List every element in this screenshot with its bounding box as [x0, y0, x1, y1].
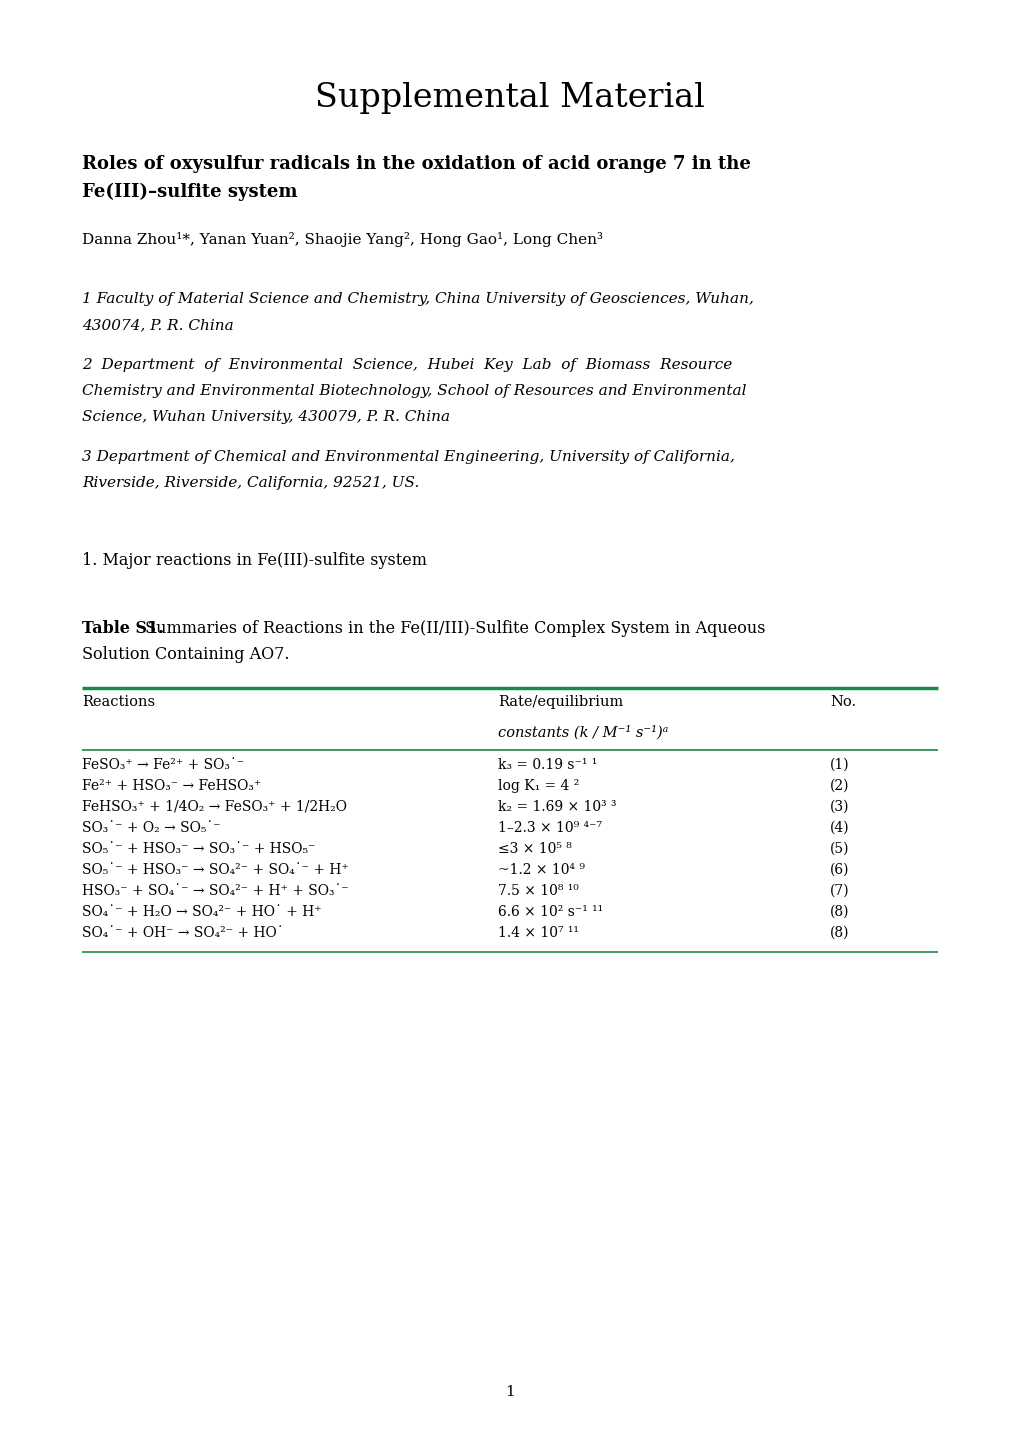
- Text: 1 Faculty of Material Science and Chemistry, China University of Geosciences, Wu: 1 Faculty of Material Science and Chemis…: [82, 291, 753, 306]
- Text: SO₄˙⁻ + H₂O → SO₄²⁻ + HO˙ + H⁺: SO₄˙⁻ + H₂O → SO₄²⁻ + HO˙ + H⁺: [82, 905, 321, 919]
- Text: Danna Zhou¹*, Yanan Yuan², Shaojie Yang², Hong Gao¹, Long Chen³: Danna Zhou¹*, Yanan Yuan², Shaojie Yang²…: [82, 232, 602, 247]
- Text: 1: 1: [504, 1385, 515, 1400]
- Text: (1): (1): [829, 758, 849, 772]
- Text: 7.5 × 10⁸ ¹⁰: 7.5 × 10⁸ ¹⁰: [497, 885, 578, 898]
- Text: (3): (3): [829, 799, 849, 814]
- Text: Riverside, Riverside, California, 92521, US.: Riverside, Riverside, California, 92521,…: [82, 476, 419, 491]
- Text: Fe²⁺ + HSO₃⁻ → FeHSO₃⁺: Fe²⁺ + HSO₃⁻ → FeHSO₃⁺: [82, 779, 261, 794]
- Text: 1. Major reactions in Fe(III)-sulfite system: 1. Major reactions in Fe(III)-sulfite sy…: [82, 553, 427, 569]
- Text: FeHSO₃⁺ + 1/4O₂ → FeSO₃⁺ + 1/2H₂O: FeHSO₃⁺ + 1/4O₂ → FeSO₃⁺ + 1/2H₂O: [82, 799, 346, 814]
- Text: Rate/equilibrium: Rate/equilibrium: [497, 696, 623, 709]
- Text: Roles of oxysulfur radicals in the oxidation of acid orange 7 in the: Roles of oxysulfur radicals in the oxida…: [82, 154, 750, 173]
- Text: Reactions: Reactions: [82, 696, 155, 709]
- Text: Supplemental Material: Supplemental Material: [315, 82, 704, 114]
- Text: 430074, P. R. China: 430074, P. R. China: [82, 317, 233, 332]
- Text: Chemistry and Environmental Biotechnology, School of Resources and Environmental: Chemistry and Environmental Biotechnolog…: [82, 384, 746, 398]
- Text: (4): (4): [829, 821, 849, 835]
- Text: 6.6 × 10² s⁻¹ ¹¹: 6.6 × 10² s⁻¹ ¹¹: [497, 905, 602, 919]
- Text: (5): (5): [829, 843, 849, 856]
- Text: 3 Department of Chemical and Environmental Engineering, University of California: 3 Department of Chemical and Environment…: [82, 450, 734, 465]
- Text: 1–2.3 × 10⁹ ⁴⁻⁷: 1–2.3 × 10⁹ ⁴⁻⁷: [497, 821, 601, 835]
- Text: constants (k / M⁻¹ s⁻¹)ᵃ: constants (k / M⁻¹ s⁻¹)ᵃ: [497, 724, 667, 739]
- Text: 2  Department  of  Environmental  Science,  Hubei  Key  Lab  of  Biomass  Resour: 2 Department of Environmental Science, H…: [82, 358, 732, 372]
- Text: ~1.2 × 10⁴ ⁹: ~1.2 × 10⁴ ⁹: [497, 863, 585, 877]
- Text: No.: No.: [829, 696, 855, 709]
- Text: k₂ = 1.69 × 10³ ³: k₂ = 1.69 × 10³ ³: [497, 799, 615, 814]
- Text: SO₃˙⁻ + O₂ → SO₅˙⁻: SO₃˙⁻ + O₂ → SO₅˙⁻: [82, 821, 220, 835]
- Text: k₃ = 0.19 s⁻¹ ¹: k₃ = 0.19 s⁻¹ ¹: [497, 758, 597, 772]
- Text: (8): (8): [829, 905, 849, 919]
- Text: SO₅˙⁻ + HSO₃⁻ → SO₄²⁻ + SO₄˙⁻ + H⁺: SO₅˙⁻ + HSO₃⁻ → SO₄²⁻ + SO₄˙⁻ + H⁺: [82, 863, 348, 877]
- Text: FeSO₃⁺ → Fe²⁺ + SO₃˙⁻: FeSO₃⁺ → Fe²⁺ + SO₃˙⁻: [82, 758, 244, 772]
- Text: (6): (6): [829, 863, 849, 877]
- Text: log K₁ = 4 ²: log K₁ = 4 ²: [497, 779, 579, 794]
- Text: (2): (2): [829, 779, 849, 794]
- Text: 1.4 × 10⁷ ¹¹: 1.4 × 10⁷ ¹¹: [497, 926, 579, 939]
- Text: Summaries of Reactions in the Fe(II/III)-Sulfite Complex System in Aqueous: Summaries of Reactions in the Fe(II/III)…: [140, 620, 764, 636]
- Text: (8): (8): [829, 926, 849, 939]
- Text: Table S1.: Table S1.: [82, 620, 164, 636]
- Text: ≤3 × 10⁵ ⁸: ≤3 × 10⁵ ⁸: [497, 843, 572, 856]
- Text: Science, Wuhan University, 430079, P. R. China: Science, Wuhan University, 430079, P. R.…: [82, 410, 449, 424]
- Text: SO₄˙⁻ + OH⁻ → SO₄²⁻ + HO˙: SO₄˙⁻ + OH⁻ → SO₄²⁻ + HO˙: [82, 926, 283, 939]
- Text: (7): (7): [829, 885, 849, 898]
- Text: Solution Containing AO7.: Solution Containing AO7.: [82, 646, 289, 662]
- Text: HSO₃⁻ + SO₄˙⁻ → SO₄²⁻ + H⁺ + SO₃˙⁻: HSO₃⁻ + SO₄˙⁻ → SO₄²⁻ + H⁺ + SO₃˙⁻: [82, 885, 348, 898]
- Text: Fe(III)–sulfite system: Fe(III)–sulfite system: [82, 183, 298, 201]
- Text: SO₅˙⁻ + HSO₃⁻ → SO₃˙⁻ + HSO₅⁻: SO₅˙⁻ + HSO₃⁻ → SO₃˙⁻ + HSO₅⁻: [82, 843, 315, 856]
